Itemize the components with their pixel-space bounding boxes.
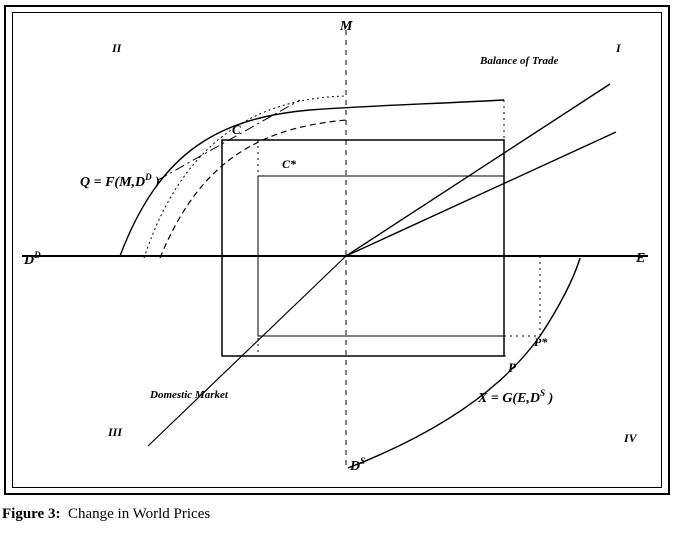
curve-Q-alt2 [144, 96, 346, 258]
label-Q-equation: Q = F(M,DD ) [80, 172, 160, 190]
label-X-equation: X = G(E,DS ) [477, 388, 553, 406]
ray-q1-shallow [346, 132, 616, 256]
ray-q3 [148, 256, 346, 446]
figure-caption: Figure 3: Change in World Prices [2, 506, 210, 523]
ray-q1-steep [346, 84, 610, 256]
diagram-svg: M E DD DS I II III IV Balance of Trade D… [0, 0, 695, 500]
label-domestic-market: Domestic Market [149, 389, 229, 401]
caption-prefix: Figure 3: [2, 506, 60, 522]
point-C: C [232, 122, 241, 137]
point-Pstar: P* [534, 335, 548, 349]
point-P: P [508, 360, 517, 375]
axis-label-DD: DD [23, 250, 41, 268]
quadrant-III: III [107, 425, 123, 439]
curve-Q-main [120, 100, 504, 256]
axis-label-E: E [635, 251, 645, 266]
point-Cstar: C* [282, 157, 297, 171]
caption-text: Change in World Prices [68, 506, 210, 522]
curve-X [348, 258, 580, 468]
label-balance-of-trade: Balance of Trade [479, 55, 559, 67]
quadrant-II: II [111, 41, 123, 55]
construction-dotted [222, 100, 540, 356]
quadrant-IV: IV [623, 431, 638, 445]
axis-label-DS: DS [349, 456, 365, 474]
axis-label-M: M [339, 19, 353, 34]
quadrant-I: I [615, 41, 622, 55]
